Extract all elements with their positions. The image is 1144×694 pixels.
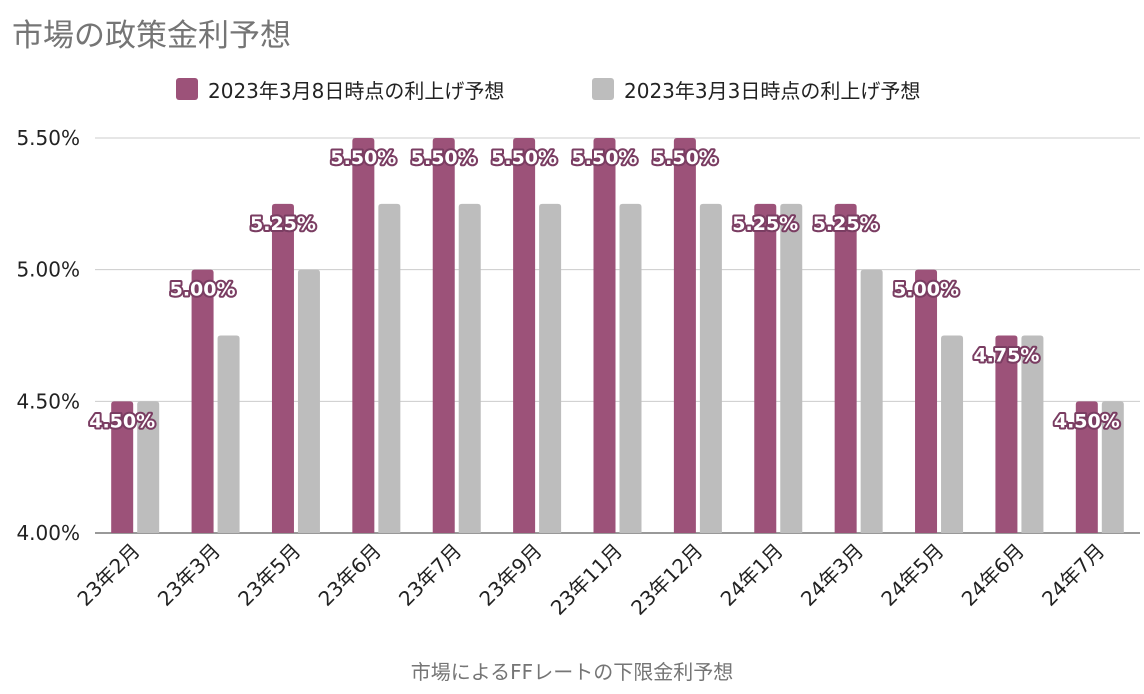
y-tick-label: 4.00% <box>16 521 80 545</box>
x-tick-label: 24年3月 <box>796 539 868 611</box>
y-tick-label: 5.50% <box>16 126 80 150</box>
data-label-mar8: 5.25% <box>250 213 316 235</box>
y-tick-label: 4.50% <box>16 389 80 413</box>
data-label-mar8: 4.50% <box>1054 410 1120 432</box>
legend: 2023年3月8日時点の利上げ予想 2023年3月3日時点の利上げ予想 <box>0 74 1144 104</box>
x-tick-label: 24年7月 <box>1037 539 1109 611</box>
bar-mar8 <box>191 269 214 533</box>
bar-mar3 <box>378 203 401 534</box>
gridlines <box>95 137 1140 534</box>
x-tick-label: 23年6月 <box>314 539 386 611</box>
bar-mar8 <box>995 335 1018 533</box>
x-tick-label: 23年2月 <box>72 539 144 611</box>
data-label-mar8: 5.50% <box>491 147 557 169</box>
data-label-mar8: 4.50% <box>89 410 155 432</box>
x-tick-label: 23年12月 <box>626 539 707 620</box>
bar-mar3 <box>539 203 562 534</box>
x-tick-label: 24年6月 <box>957 539 1029 611</box>
data-labels: 4.50% 5.00% 5.25% 5.50% 5.50% 5.50% 5.50% 5.50%… <box>87 145 1122 434</box>
bar-mar3 <box>860 269 883 533</box>
data-label-mar8: 5.50% <box>652 147 718 169</box>
x-tick-label: 24年1月 <box>716 539 788 611</box>
x-tick-label: 23年3月 <box>153 539 225 611</box>
bar-mar3 <box>619 203 642 534</box>
x-tick-label: 23年9月 <box>474 539 546 611</box>
bar-mar3 <box>699 203 722 534</box>
bar-mar3 <box>780 203 803 534</box>
bars <box>111 138 1124 534</box>
data-label-mar8: 5.50% <box>330 147 396 169</box>
bar-mar8 <box>271 203 294 534</box>
legend-item-mar8: 2023年3月8日時点の利上げ予想 <box>176 74 504 104</box>
bar-mar3 <box>297 269 320 533</box>
bar-mar8 <box>754 203 777 534</box>
bar-mar8 <box>352 138 375 533</box>
bar-mar3 <box>941 335 964 533</box>
data-label-mar8: 5.25% <box>813 213 879 235</box>
bar-mar8 <box>915 269 938 533</box>
legend-swatch-mar3 <box>592 78 614 100</box>
data-label-mar8: 5.25% <box>732 213 798 235</box>
bar-mar8 <box>1075 401 1098 533</box>
data-label-mar8: 5.00% <box>893 279 959 301</box>
data-label-mar8: 5.00% <box>170 279 236 301</box>
x-axis-ticks: 23年2月 23年3月 23年5月 23年6月 23年7月 23年9月 23年11月 23年1… <box>72 539 1109 620</box>
bar-mar8 <box>673 138 696 533</box>
bar-mar3 <box>137 401 160 533</box>
x-tick-label: 23年11月 <box>546 539 627 620</box>
bar-mar8 <box>432 138 455 533</box>
x-tick-label: 23年7月 <box>394 539 466 611</box>
bar-mar3 <box>217 335 240 533</box>
bar-mar8 <box>111 401 134 533</box>
y-axis-ticks: 4.00% 4.50% 5.00% 5.50% <box>16 126 80 545</box>
y-tick-label: 5.00% <box>16 258 80 282</box>
legend-label-mar8: 2023年3月8日時点の利上げ予想 <box>208 78 505 103</box>
legend-item-mar3: 2023年3月3日時点の利上げ予想 <box>592 74 920 104</box>
x-axis-title: 市場によるFFレートの下限金利予想 <box>410 660 734 684</box>
bar-mar8 <box>834 203 857 534</box>
chart-title: 市場の政策金利予想 <box>12 18 291 54</box>
data-label-mar8: 5.50% <box>411 147 477 169</box>
bar-mar3 <box>1021 335 1044 533</box>
legend-swatch-mar8 <box>176 78 198 100</box>
bar-mar3 <box>1101 401 1124 533</box>
x-tick-label: 23年5月 <box>233 539 305 611</box>
legend-label-mar3: 2023年3月3日時点の利上げ予想 <box>624 78 921 103</box>
x-tick-label: 24年5月 <box>876 539 948 611</box>
data-label-mar8: 4.75% <box>973 345 1039 367</box>
bar-mar3 <box>458 203 481 534</box>
bar-mar8 <box>513 138 536 533</box>
bar-mar8 <box>593 138 616 533</box>
data-label-mar8: 5.50% <box>572 147 638 169</box>
